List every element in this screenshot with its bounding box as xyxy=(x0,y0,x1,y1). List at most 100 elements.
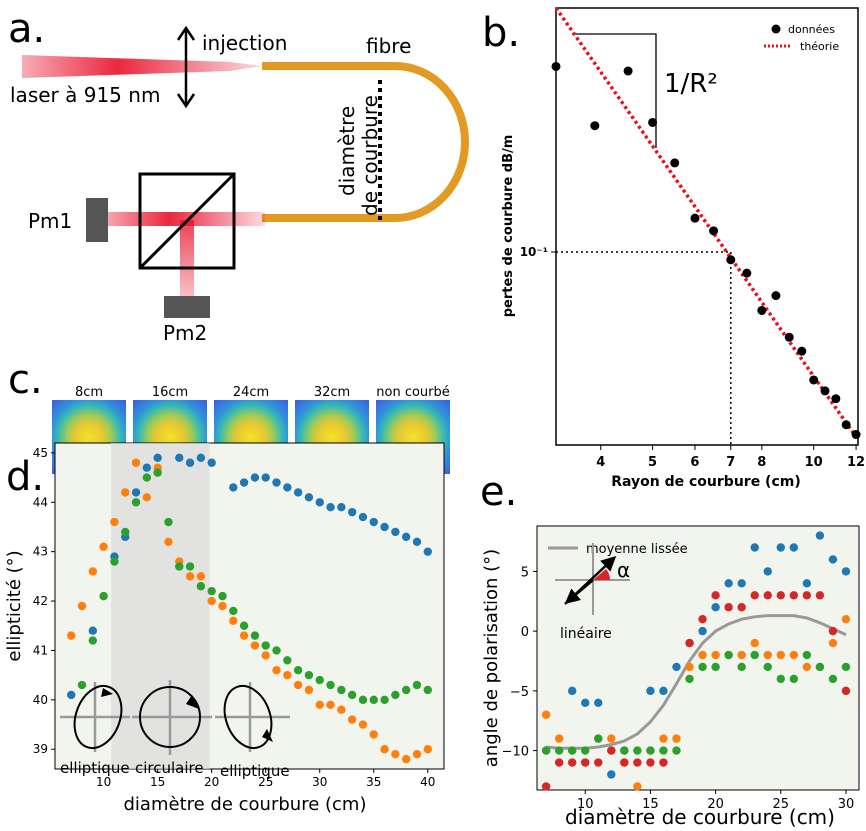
x-tick-label: 7 xyxy=(726,455,735,470)
data-point xyxy=(412,537,422,546)
y-tick-label: −5 xyxy=(510,685,529,700)
data-point xyxy=(771,291,781,301)
data-point xyxy=(685,638,694,648)
data-point xyxy=(153,468,162,477)
data-point xyxy=(337,705,346,714)
data-point xyxy=(659,734,668,743)
data-point xyxy=(250,631,260,640)
data-point xyxy=(672,734,681,743)
data-point xyxy=(315,700,324,709)
data-point xyxy=(358,720,368,729)
data-point xyxy=(369,695,378,705)
data-point xyxy=(207,458,216,467)
data-point xyxy=(283,656,292,665)
data-point xyxy=(581,698,590,707)
data-point xyxy=(358,512,368,522)
data-point xyxy=(326,503,335,512)
panel-a: a. injection fibre laser à 915 nm diamèt… xyxy=(8,6,469,345)
data-point xyxy=(828,555,838,564)
data-point xyxy=(672,746,681,755)
beam-splitter xyxy=(138,172,236,270)
data-point xyxy=(594,698,603,707)
inset-label-elliptique-left: elliptique xyxy=(60,759,130,777)
rotation-arrow-icon xyxy=(262,729,273,742)
data-point xyxy=(789,591,799,600)
y-tick-label: 45 xyxy=(33,446,48,460)
legend-label-moyenne: moyenne lissée xyxy=(586,542,688,557)
data-point xyxy=(326,700,335,709)
data-point xyxy=(776,543,785,552)
y-ticks: −10 −5 0 5 xyxy=(502,565,537,760)
legend: données théorie xyxy=(764,23,839,53)
data-point xyxy=(567,758,577,767)
elliptical-inset-left xyxy=(60,682,130,752)
data-point xyxy=(724,579,733,588)
data-point xyxy=(347,715,357,724)
pm2-label: Pm2 xyxy=(163,321,207,345)
data-point xyxy=(412,680,422,690)
data-point xyxy=(401,685,411,695)
data-point xyxy=(142,493,152,502)
data-point xyxy=(283,483,292,492)
smoothed-mean-path xyxy=(545,614,847,750)
data-point xyxy=(567,746,577,755)
data-point xyxy=(164,517,173,527)
pm1-detector xyxy=(86,198,108,242)
x-tick-label: 8 xyxy=(757,455,766,470)
y-tick-label: 43 xyxy=(33,545,48,559)
data-point xyxy=(121,527,130,537)
data-point xyxy=(851,430,861,440)
data-point xyxy=(757,305,767,315)
y-axis-label: pertes de courbure dB/m xyxy=(501,135,516,318)
data-point xyxy=(685,662,694,672)
elliptical-inset-right xyxy=(215,682,290,752)
lineaire-label: linéaire xyxy=(560,626,612,642)
data-point xyxy=(711,591,720,600)
slope-annotation: 1/R² xyxy=(572,33,718,148)
data-point xyxy=(67,690,76,700)
data-point xyxy=(711,650,720,660)
data-point xyxy=(380,522,389,532)
data-point xyxy=(554,758,564,767)
injection-label: injection xyxy=(202,31,287,55)
injection-arrow-up-icon xyxy=(176,25,196,41)
data-point xyxy=(67,631,76,640)
data-point xyxy=(737,650,746,660)
x-tick-label: 35 xyxy=(366,775,381,789)
fiber xyxy=(262,62,469,222)
data-point xyxy=(315,675,324,685)
data-point xyxy=(121,488,130,497)
data-point xyxy=(698,662,707,672)
data-point xyxy=(412,749,422,759)
data-point xyxy=(142,473,152,482)
data-point xyxy=(88,626,98,635)
data-point xyxy=(99,542,108,551)
data-point xyxy=(250,641,260,650)
panel-c-letter: c. xyxy=(8,357,43,403)
data-point xyxy=(724,650,733,660)
x-tick-label: 6 xyxy=(690,455,699,470)
x-tick-label: 30 xyxy=(312,775,327,789)
reference-lines xyxy=(556,251,732,445)
data-point xyxy=(815,531,825,540)
data-point xyxy=(797,346,807,356)
output-beam-horizontal xyxy=(105,212,265,226)
data-point xyxy=(326,680,335,690)
data-point xyxy=(784,332,794,342)
linear-polarization-inset: α linéaire xyxy=(555,543,630,642)
y-tick-label: 40 xyxy=(33,693,48,707)
data-point xyxy=(272,646,281,655)
y-tick-label: 5 xyxy=(521,565,529,580)
data-point xyxy=(672,662,681,672)
data-point xyxy=(347,507,357,517)
data-point xyxy=(272,478,281,487)
beam-splitter-diagonal xyxy=(138,172,236,270)
alpha-label: α xyxy=(617,558,630,582)
data-point xyxy=(131,498,141,507)
ellipticity-points xyxy=(67,453,432,764)
data-point xyxy=(207,596,216,606)
injection-arrow-down-icon xyxy=(176,93,196,109)
data-point xyxy=(750,591,759,600)
data-point xyxy=(659,746,668,755)
